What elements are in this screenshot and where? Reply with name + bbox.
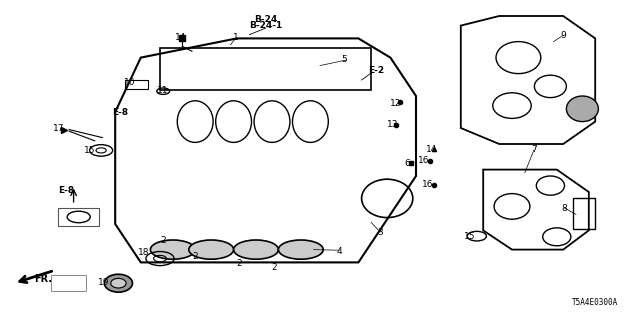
Text: 16: 16 (422, 180, 433, 189)
Bar (51, 275, 86, 291)
Text: 15: 15 (84, 146, 95, 155)
Ellipse shape (150, 240, 195, 259)
Text: 8: 8 (562, 204, 567, 213)
Text: 2: 2 (161, 236, 166, 245)
Text: 3: 3 (378, 228, 383, 237)
Text: B-24-1: B-24-1 (249, 21, 282, 30)
Text: 19: 19 (98, 278, 109, 287)
Text: 15: 15 (464, 232, 476, 241)
Ellipse shape (189, 240, 234, 259)
Text: 12: 12 (390, 99, 401, 108)
Ellipse shape (566, 96, 598, 122)
Text: E-8: E-8 (58, 186, 75, 195)
Text: 9: 9 (561, 31, 566, 40)
Text: 11: 11 (157, 86, 169, 95)
Ellipse shape (104, 274, 132, 292)
Text: 4: 4 (337, 247, 342, 256)
Text: 2: 2 (271, 263, 276, 272)
Text: 10: 10 (124, 78, 135, 87)
Bar (125, 80, 148, 89)
Text: 6: 6 (404, 159, 410, 168)
Text: 17: 17 (53, 124, 65, 133)
Text: T5A4E0300A: T5A4E0300A (572, 298, 618, 307)
Text: 2: 2 (193, 252, 198, 261)
Bar (58, 208, 99, 226)
Text: 7: 7 (531, 145, 536, 154)
Ellipse shape (234, 240, 278, 259)
Text: 16: 16 (418, 156, 429, 165)
Text: 14: 14 (175, 33, 186, 42)
Text: FR.: FR. (35, 274, 52, 284)
Text: 13: 13 (387, 120, 398, 129)
Text: 1: 1 (233, 33, 238, 42)
Text: 18: 18 (138, 248, 150, 257)
Ellipse shape (111, 278, 126, 288)
Text: E-8: E-8 (112, 108, 129, 116)
Text: E-2: E-2 (368, 66, 385, 75)
Bar (160, 48, 371, 90)
Ellipse shape (278, 240, 323, 259)
Text: 14: 14 (426, 145, 437, 154)
Text: B-24: B-24 (254, 15, 277, 24)
Bar (58, 208, 99, 226)
Text: 2: 2 (237, 259, 242, 268)
Bar (573, 198, 595, 229)
Text: 5: 5 (342, 55, 347, 64)
Ellipse shape (96, 148, 106, 153)
